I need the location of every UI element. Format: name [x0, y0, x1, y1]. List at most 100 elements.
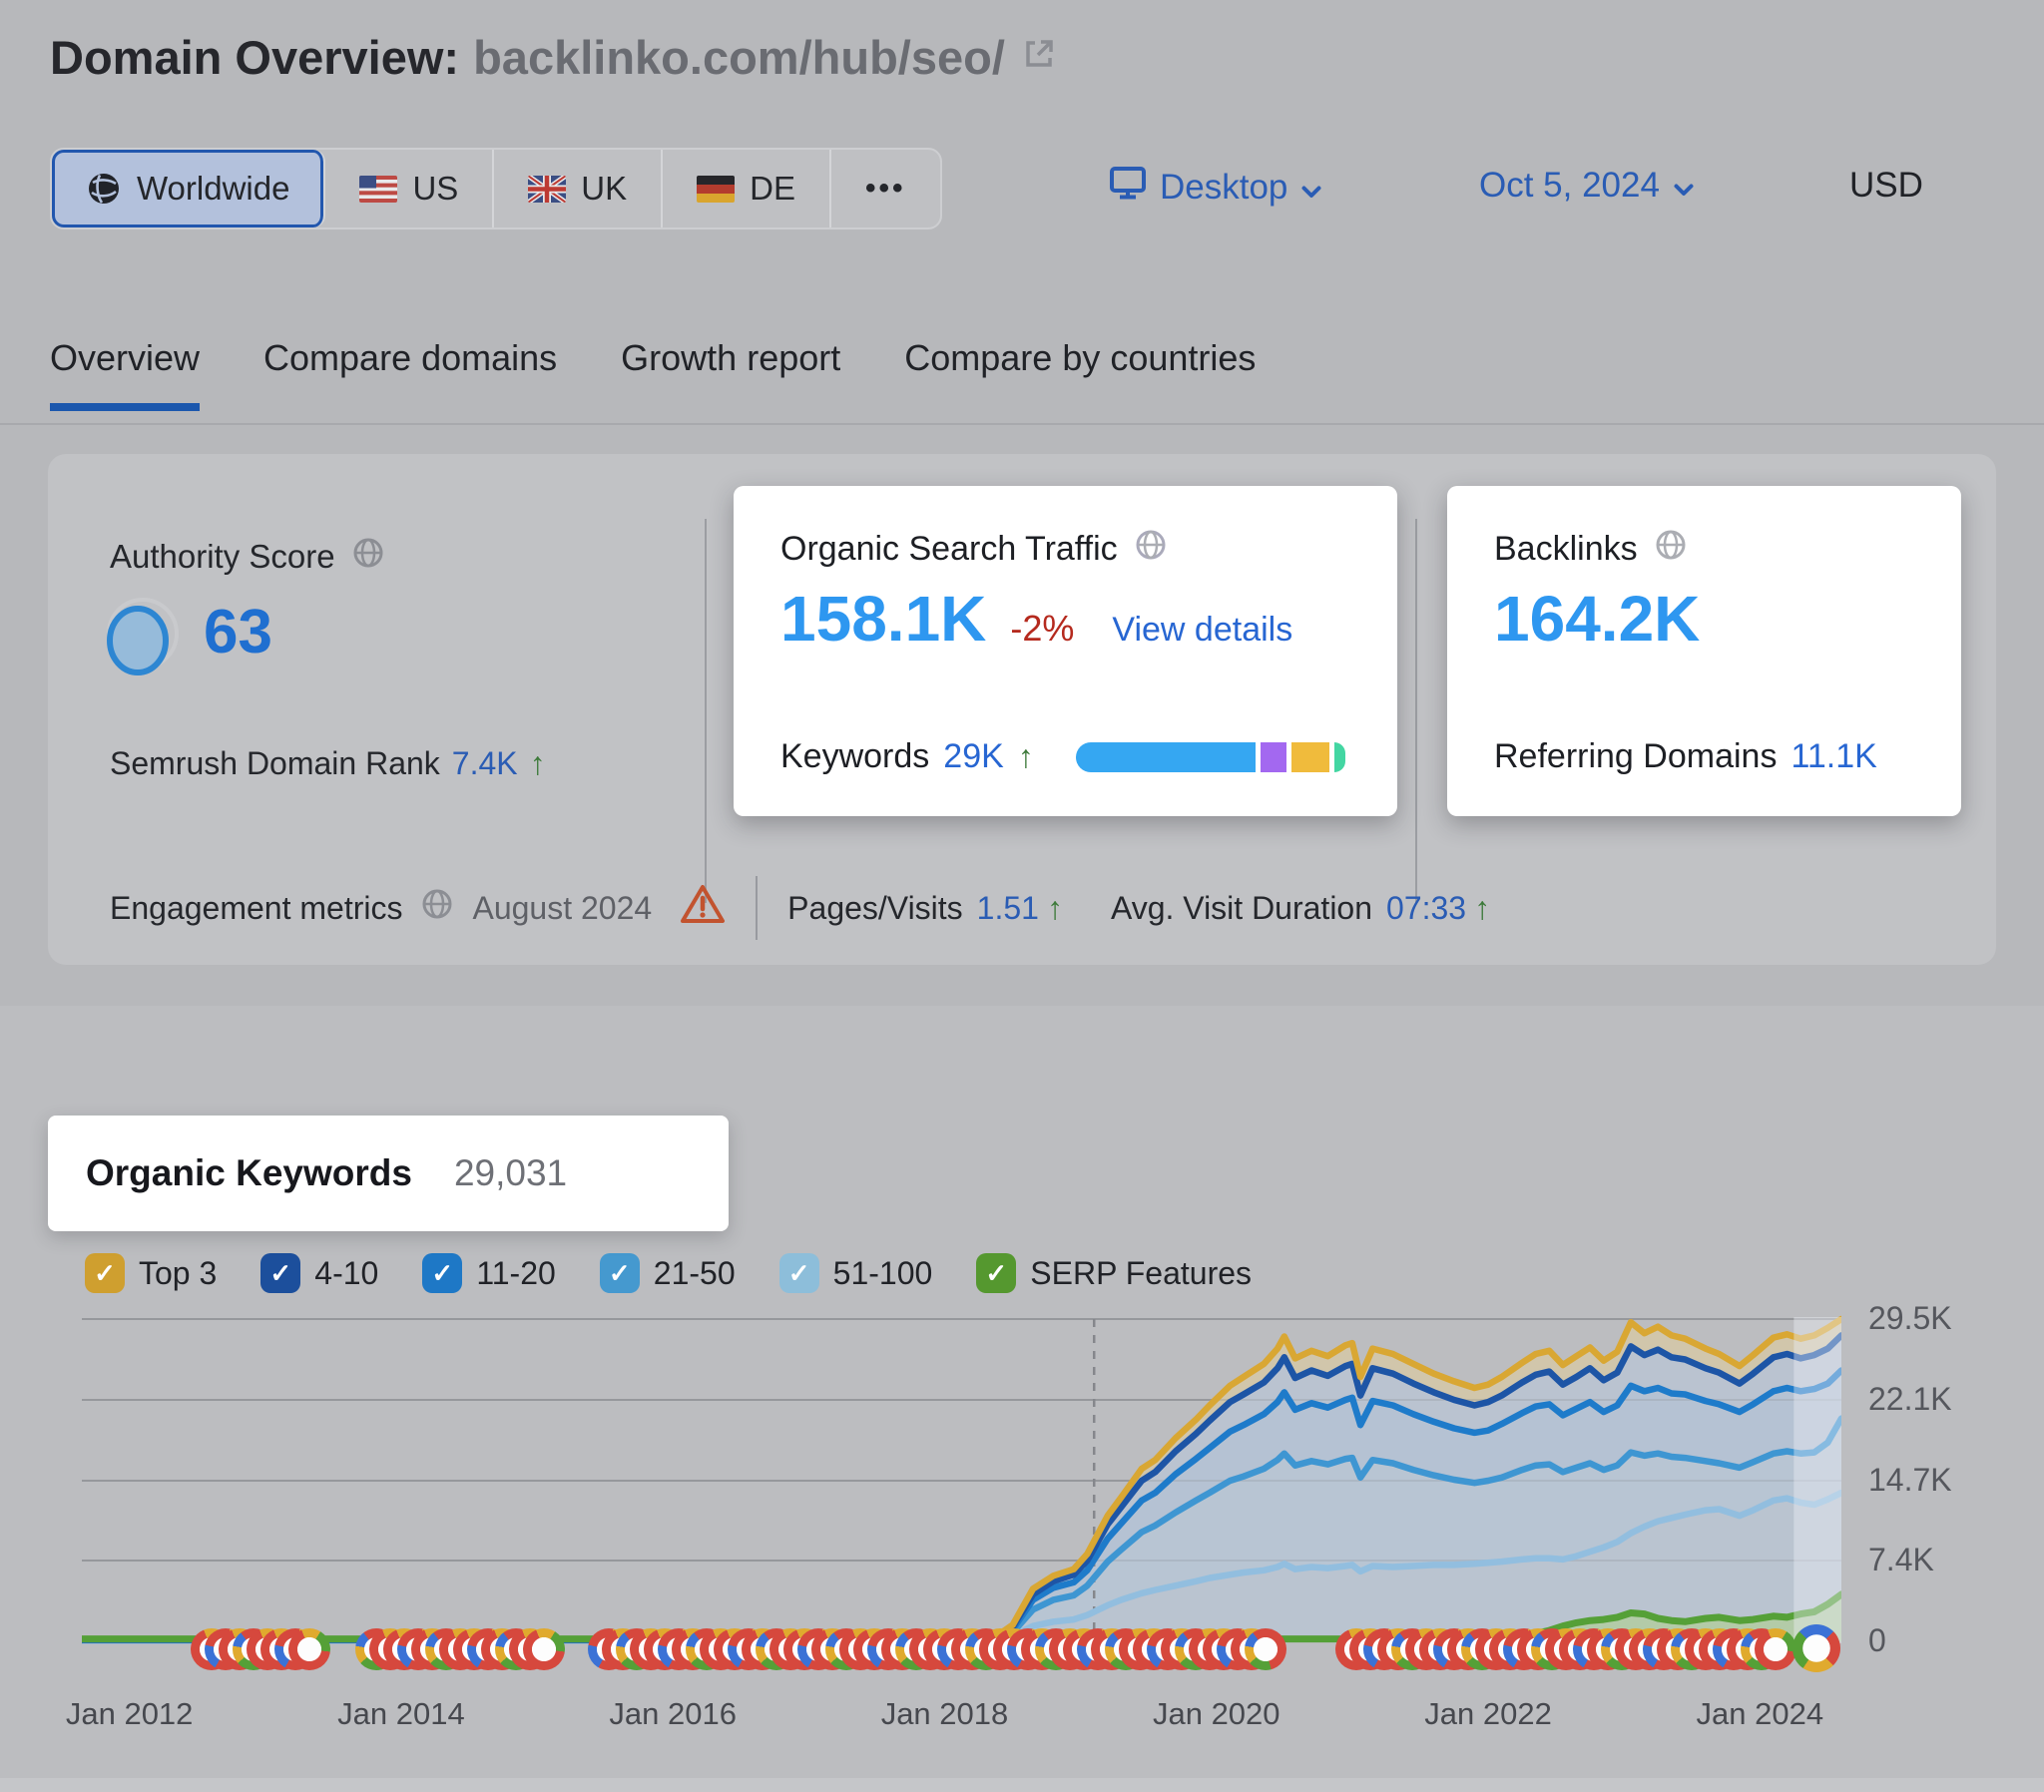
- legend-checkbox[interactable]: ✓: [976, 1253, 1017, 1293]
- info-globe-icon[interactable]: [1654, 528, 1688, 571]
- legend-checkbox[interactable]: ✓: [85, 1253, 125, 1293]
- organic-search-traffic-panel: Organic Search Traffic 158.1K -2% View d…: [734, 486, 1397, 816]
- y-axis-tick: 22.1K: [1868, 1381, 1952, 1418]
- legend-item-51-100: ✓ 51-100: [778, 1253, 933, 1293]
- organic-keywords-title: Organic Keywords: [86, 1152, 412, 1193]
- y-axis-tick: 14.7K: [1868, 1462, 1952, 1499]
- engagement-title: Engagement metrics: [110, 889, 403, 926]
- authority-score-gauge: [103, 595, 181, 683]
- visit-duration-value: 07:33: [1386, 889, 1467, 926]
- referring-domains-value-link[interactable]: 11.1K: [1790, 737, 1877, 775]
- google-update-icon[interactable]: [1792, 1624, 1840, 1672]
- y-axis-tick: 7.4K: [1868, 1541, 1934, 1577]
- backlinks-title-row: Backlinks: [1494, 528, 1688, 571]
- x-axis-tick: Jan 2024: [1696, 1696, 1824, 1731]
- report-tabs: Overview Compare domains Growth report Comp…: [50, 337, 1256, 411]
- us-flag-icon: [359, 175, 398, 203]
- currency-selector[interactable]: USD: [1849, 166, 1923, 205]
- organic-keywords-count: 29,031: [453, 1152, 568, 1193]
- google-update-icon[interactable]: [288, 1628, 330, 1670]
- google-update-icon[interactable]: [523, 1628, 565, 1670]
- page-title-label: Domain Overview:: [50, 31, 460, 84]
- tab-overview[interactable]: Overview: [50, 337, 201, 411]
- info-globe-icon[interactable]: [1134, 528, 1168, 571]
- authority-score-label: Authority Score: [110, 538, 335, 575]
- legend-label: 51-100: [832, 1254, 933, 1291]
- legend-item-4-10: ✓ 4-10: [260, 1253, 378, 1293]
- region-tab-worldwide[interactable]: Worldwide: [52, 150, 326, 227]
- device-label: Desktop: [1160, 167, 1288, 207]
- legend-label: 4-10: [314, 1254, 379, 1291]
- intent-bar-segment-yellow: [1290, 741, 1329, 772]
- engagement-divider: [756, 876, 759, 940]
- intent-bar-segment-green: [1333, 741, 1345, 772]
- tab-compare-domains[interactable]: Compare domains: [263, 337, 558, 378]
- column-divider: [705, 519, 707, 903]
- keywords-intent-bar: [1075, 741, 1345, 772]
- traffic-value-row: 158.1K -2% View details: [780, 582, 1292, 656]
- google-update-icon[interactable]: [1245, 1628, 1286, 1670]
- trend-up-icon: ↑: [1046, 889, 1063, 926]
- tab-growth-report[interactable]: Growth report: [621, 337, 841, 378]
- tabs-divider: [0, 423, 2044, 425]
- traffic-title: Organic Search Traffic: [780, 530, 1118, 568]
- legend-checkbox[interactable]: ✓: [599, 1253, 640, 1293]
- x-axis-tick: Jan 2022: [1424, 1696, 1552, 1731]
- date-dropdown[interactable]: Oct 5, 2024: [1479, 166, 1694, 206]
- keywords-value-link[interactable]: 29K: [943, 737, 1004, 775]
- legend-checkbox[interactable]: ✓: [778, 1253, 819, 1293]
- backlinks-value: 164.2K: [1494, 583, 1701, 655]
- info-globe-icon[interactable]: [420, 887, 454, 929]
- trend-up-icon: ↑: [1017, 738, 1034, 774]
- info-globe-icon[interactable]: [351, 536, 385, 578]
- authority-score-title: Authority Score: [110, 536, 385, 578]
- visit-duration-label: Avg. Visit Duration: [1110, 889, 1373, 926]
- y-axis-tick: 0: [1868, 1622, 1886, 1658]
- legend-checkbox[interactable]: ✓: [422, 1253, 463, 1293]
- uk-flag-icon: [528, 175, 567, 203]
- referring-domains-row: Referring Domains 11.1K: [1494, 737, 1877, 776]
- region-label: Worldwide: [137, 170, 290, 207]
- domain-rank-value[interactable]: 7.4K: [451, 745, 518, 781]
- region-tab-us[interactable]: US: [325, 150, 495, 227]
- organic-keywords-chart[interactable]: [82, 1307, 1841, 1658]
- backlinks-value-row: 164.2K: [1494, 582, 1700, 656]
- intent-bar-segment-purple: [1260, 741, 1286, 772]
- x-axis-tick: Jan 2014: [337, 1696, 465, 1731]
- warning-icon[interactable]: [680, 883, 726, 933]
- domain-rank-row: Semrush Domain Rank 7.4K ↑: [110, 745, 546, 782]
- more-regions-button[interactable]: •••: [831, 150, 940, 227]
- region-tab-de[interactable]: DE: [663, 150, 831, 227]
- pages-visits-value: 1.51: [976, 889, 1039, 926]
- legend-item-top-3: ✓ Top 3: [85, 1253, 217, 1293]
- region-label: DE: [750, 170, 795, 207]
- backlinks-title: Backlinks: [1494, 530, 1638, 568]
- desktop-icon: [1110, 166, 1146, 209]
- google-update-icon[interactable]: [1755, 1628, 1796, 1670]
- legend-label: Top 3: [139, 1254, 218, 1291]
- chevron-down-icon: [1674, 166, 1694, 206]
- page-title-domain: backlinko.com/hub/seo/: [473, 31, 1005, 84]
- view-details-link[interactable]: View details: [1112, 611, 1293, 649]
- legend-label: 21-50: [653, 1254, 736, 1291]
- engagement-metrics-row: Engagement metrics August 2024 Pages/Vis…: [110, 876, 1490, 940]
- legend-label: SERP Features: [1030, 1254, 1253, 1291]
- intent-bar-segment-blue: [1075, 741, 1256, 772]
- x-axis-tick: Jan 2012: [65, 1696, 194, 1731]
- region-label: UK: [581, 170, 628, 207]
- pages-visits-label: Pages/Visits: [787, 889, 963, 926]
- legend-item-serp-features: ✓ SERP Features: [976, 1253, 1252, 1293]
- x-axis-tick: Jan 2018: [880, 1696, 1009, 1731]
- traffic-value: 158.1K: [780, 583, 987, 655]
- chart-legend: ✓ Top 3 ✓ 4-10 ✓ 11-20 ✓ 21-50 ✓ 51-100 ✓ SERP Feat…: [85, 1253, 1252, 1293]
- device-dropdown[interactable]: Desktop: [1110, 166, 1321, 209]
- trend-up-icon: ↑: [1474, 889, 1491, 926]
- trend-up-icon: ↑: [529, 745, 546, 781]
- legend-checkbox[interactable]: ✓: [260, 1253, 301, 1293]
- tab-compare-by-countries[interactable]: Compare by countries: [904, 337, 1257, 378]
- legend-item-11-20: ✓ 11-20: [422, 1253, 556, 1293]
- external-link-icon[interactable]: [1019, 30, 1059, 85]
- legend-label: 11-20: [476, 1254, 556, 1291]
- region-tab-uk[interactable]: UK: [494, 150, 664, 227]
